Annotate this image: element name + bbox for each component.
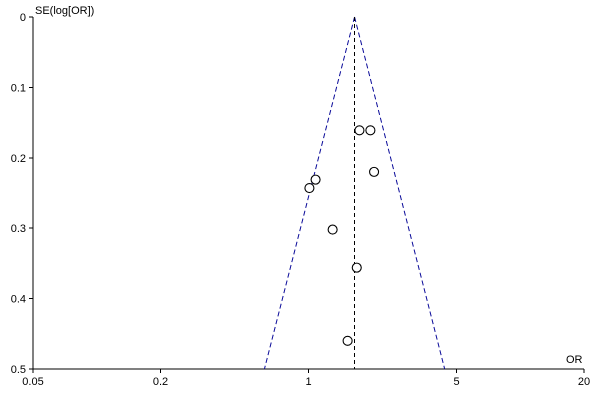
- x-tick-label: 0.05: [22, 376, 43, 388]
- study-point: [354, 125, 365, 136]
- x-axis-title: OR: [566, 354, 583, 366]
- study-point: [369, 166, 380, 177]
- study-points: [304, 125, 380, 346]
- funnel-limits: [263, 16, 446, 370]
- funnel-left-limit: [263, 16, 356, 370]
- funnel-right-limit: [354, 16, 446, 370]
- study-point: [365, 125, 376, 136]
- y-tick-label: 0.1: [11, 82, 26, 94]
- y-axis-title: SE(log[OR]): [35, 5, 94, 17]
- y-tick-label: 0.5: [11, 364, 26, 376]
- y-tick-label: 0: [20, 12, 26, 24]
- x-tick-label: 5: [453, 376, 459, 388]
- y-tick-label: 0.2: [11, 153, 26, 165]
- axes: 0 0.1 0.2 0.3 0.4 0.50.05 0.2 1 5 20: [11, 12, 590, 388]
- study-point: [342, 335, 353, 346]
- study-point: [351, 262, 362, 273]
- x-tick-label: 0.2: [153, 376, 168, 388]
- y-tick-label: 0.3: [11, 223, 26, 235]
- x-tick-label: 1: [305, 376, 311, 388]
- study-point: [310, 174, 321, 185]
- study-point: [327, 224, 338, 235]
- x-tick-label: 20: [578, 376, 590, 388]
- y-tick-label: 0.4: [11, 294, 26, 306]
- study-point: [304, 183, 315, 194]
